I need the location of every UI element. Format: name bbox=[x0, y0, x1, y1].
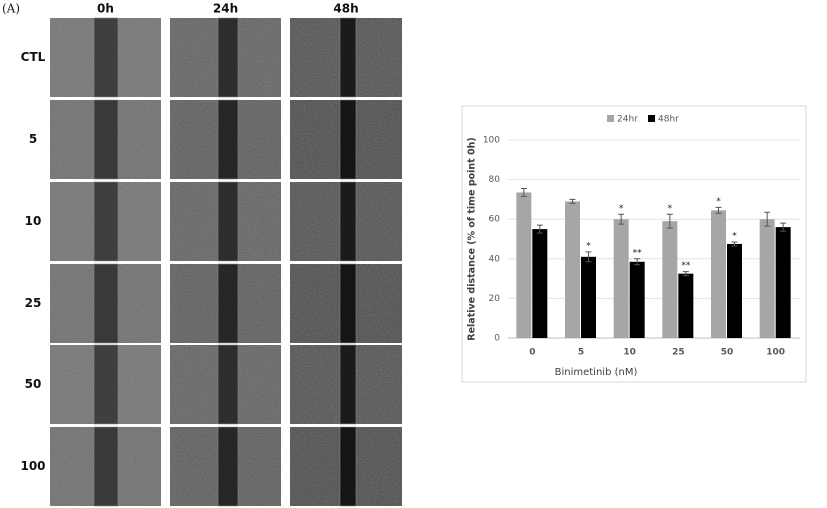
scratch-gap bbox=[217, 426, 239, 507]
error-bar bbox=[715, 206, 722, 214]
bar bbox=[727, 243, 742, 338]
chart-frame bbox=[461, 105, 807, 383]
column-header: 0h bbox=[97, 2, 114, 16]
error-bar bbox=[536, 224, 543, 234]
y-tick-label: 0 bbox=[494, 334, 500, 344]
row-label: 50 bbox=[25, 377, 42, 391]
x-tick-label: 100 bbox=[766, 348, 785, 358]
bar bbox=[565, 201, 580, 338]
significance-label: ** bbox=[633, 248, 643, 258]
scratch-gap bbox=[339, 99, 357, 180]
x-tick-label: 50 bbox=[721, 348, 734, 358]
error-bar bbox=[618, 213, 625, 225]
scratch-gap bbox=[93, 426, 119, 507]
error-bar bbox=[666, 213, 673, 229]
scratch-gap bbox=[339, 263, 357, 344]
error-bar bbox=[780, 222, 787, 232]
scratch-gap bbox=[93, 344, 119, 425]
y-tick-label: 20 bbox=[489, 294, 501, 304]
error-bar bbox=[731, 241, 738, 247]
scratch-gap bbox=[93, 17, 119, 98]
x-axis-label: Binimetinib (nM) bbox=[555, 367, 638, 378]
bar bbox=[711, 210, 726, 338]
row-label: 25 bbox=[25, 296, 42, 310]
x-tick-label: 5 bbox=[578, 348, 584, 358]
legend-swatch bbox=[607, 115, 614, 122]
significance-label: * bbox=[586, 241, 591, 251]
y-tick-label: 60 bbox=[489, 215, 501, 225]
bar bbox=[629, 261, 645, 338]
scratch-gap bbox=[217, 17, 239, 98]
error-bar bbox=[764, 211, 771, 227]
scratch-gap bbox=[93, 181, 119, 262]
bar bbox=[532, 229, 548, 338]
y-tick-label: 100 bbox=[483, 136, 500, 146]
x-tick-label: 10 bbox=[623, 348, 636, 358]
row-label: 10 bbox=[25, 214, 42, 228]
error-bar bbox=[585, 251, 592, 263]
bar bbox=[581, 256, 596, 338]
bar bbox=[775, 227, 791, 338]
row-label: CTL bbox=[21, 50, 46, 64]
significance-label: * bbox=[732, 231, 737, 241]
significance-label: * bbox=[668, 204, 673, 214]
bar bbox=[678, 273, 694, 338]
bar bbox=[613, 219, 629, 338]
bar bbox=[662, 221, 678, 338]
x-tick-label: 0 bbox=[529, 348, 535, 358]
scratch-gap bbox=[93, 263, 119, 344]
panel-label: (A) bbox=[2, 2, 20, 16]
row-label: 100 bbox=[20, 459, 45, 473]
significance-label: * bbox=[619, 204, 624, 214]
scratch-gap bbox=[217, 99, 239, 180]
column-header: 24h bbox=[213, 2, 238, 16]
legend-swatch bbox=[648, 115, 655, 122]
y-tick-label: 40 bbox=[489, 254, 501, 264]
error-bar bbox=[569, 198, 576, 204]
row-label: 5 bbox=[29, 132, 37, 146]
scratch-gap bbox=[339, 344, 357, 425]
legend-label: 48hr bbox=[658, 115, 679, 125]
legend-label: 24hr bbox=[617, 115, 638, 125]
error-bar bbox=[682, 271, 689, 277]
scratch-gap bbox=[217, 344, 239, 425]
y-tick-label: 80 bbox=[489, 175, 501, 185]
scratch-gap bbox=[217, 263, 239, 344]
error-bar bbox=[520, 188, 527, 197]
error-bar bbox=[634, 258, 641, 266]
y-axis-label: Relative distance (% of time point 0h) bbox=[467, 137, 478, 340]
significance-label: ** bbox=[681, 261, 691, 271]
x-tick-label: 25 bbox=[672, 348, 685, 358]
scratch-gap bbox=[93, 99, 119, 180]
scratch-gap bbox=[217, 181, 239, 262]
scratch-gap bbox=[339, 426, 357, 507]
column-header: 48h bbox=[333, 2, 358, 16]
bar bbox=[516, 192, 532, 338]
scratch-gap bbox=[339, 17, 357, 98]
scratch-gap bbox=[339, 181, 357, 262]
bar bbox=[759, 219, 775, 338]
significance-label: * bbox=[716, 197, 721, 207]
